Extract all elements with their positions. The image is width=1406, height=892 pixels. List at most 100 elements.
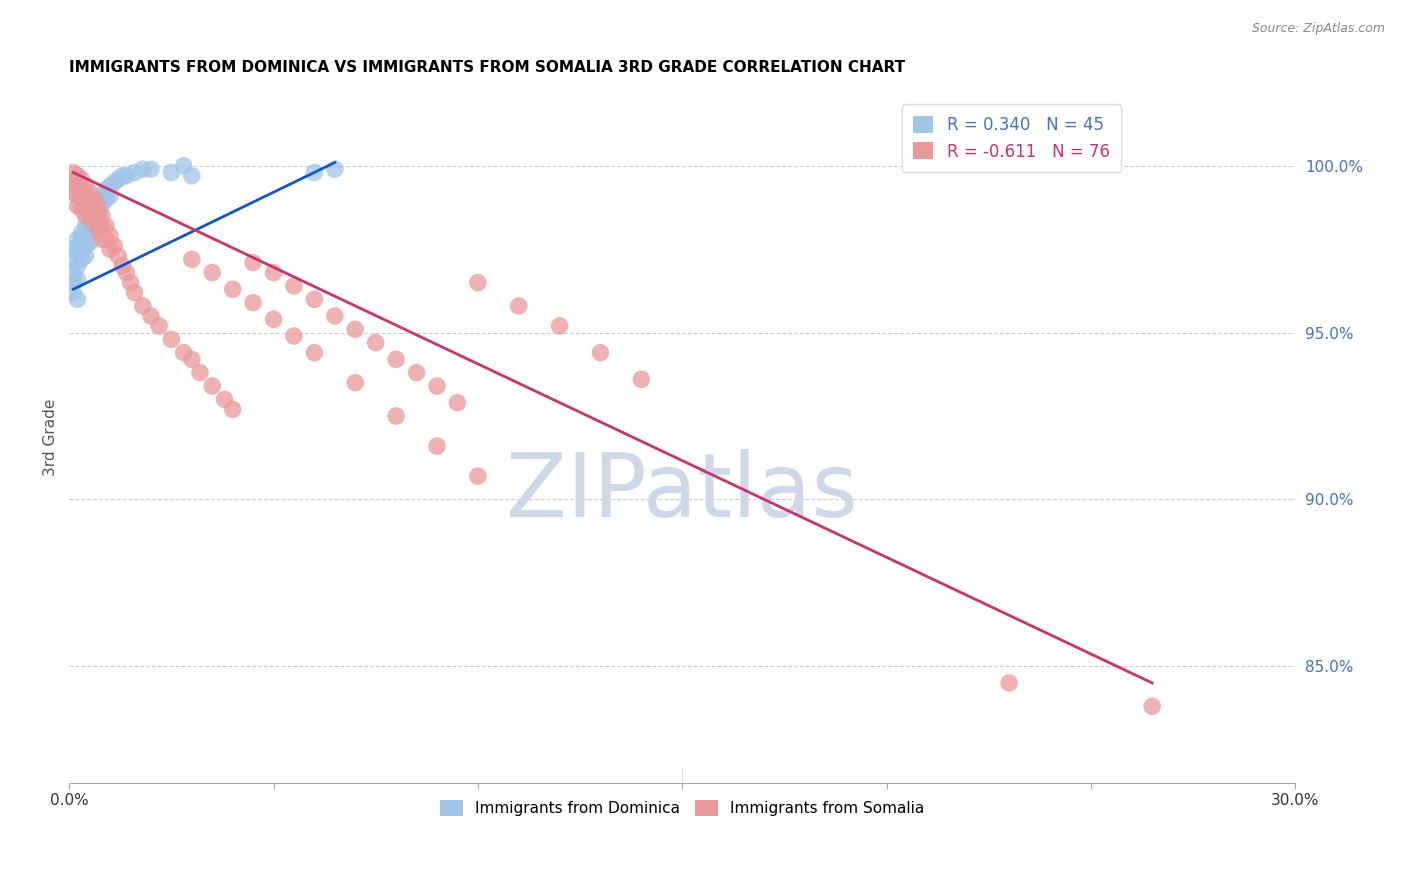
Point <box>426 379 449 393</box>
Point <box>75 178 97 193</box>
Point <box>90 219 112 233</box>
Point <box>115 266 138 280</box>
Point <box>263 266 285 280</box>
Point <box>446 395 468 409</box>
Point <box>83 212 105 227</box>
Point <box>98 189 121 203</box>
Point <box>79 235 101 250</box>
Point <box>111 169 134 183</box>
Point <box>75 219 97 233</box>
Point <box>75 199 97 213</box>
Point <box>323 162 346 177</box>
Legend: Immigrants from Dominica, Immigrants from Somalia: Immigrants from Dominica, Immigrants fro… <box>432 792 932 823</box>
Point <box>62 165 84 179</box>
Point <box>83 192 105 206</box>
Point <box>548 318 571 333</box>
Point <box>62 266 84 280</box>
Point <box>173 159 195 173</box>
Point <box>221 282 243 296</box>
Point <box>90 209 112 223</box>
Point <box>385 352 408 367</box>
Point <box>124 285 146 300</box>
Point <box>98 242 121 256</box>
Point <box>83 202 105 217</box>
Point <box>62 252 84 267</box>
Point <box>283 329 305 343</box>
Point <box>124 165 146 179</box>
Point <box>66 199 89 213</box>
Point <box>83 215 105 229</box>
Point <box>79 209 101 223</box>
Point <box>107 249 129 263</box>
Point <box>87 222 110 236</box>
Point <box>70 232 93 246</box>
Point <box>1140 699 1163 714</box>
Point <box>201 379 224 393</box>
Point <box>79 186 101 200</box>
Point <box>79 209 101 223</box>
Point <box>188 366 211 380</box>
Point <box>75 209 97 223</box>
Point <box>263 312 285 326</box>
Point <box>589 345 612 359</box>
Point <box>70 172 93 186</box>
Point <box>467 276 489 290</box>
Point <box>180 352 202 367</box>
Text: IMMIGRANTS FROM DOMINICA VS IMMIGRANTS FROM SOMALIA 3RD GRADE CORRELATION CHART: IMMIGRANTS FROM DOMINICA VS IMMIGRANTS F… <box>69 60 905 75</box>
Point <box>87 199 110 213</box>
Point <box>83 222 105 236</box>
Point <box>364 335 387 350</box>
Point <box>66 293 89 307</box>
Point <box>405 366 427 380</box>
Point <box>94 219 117 233</box>
Point <box>62 242 84 256</box>
Point <box>115 169 138 183</box>
Point <box>201 266 224 280</box>
Point <box>304 293 326 307</box>
Point <box>107 172 129 186</box>
Text: ZIPatlas: ZIPatlas <box>506 450 858 536</box>
Point <box>160 332 183 346</box>
Point <box>83 202 105 217</box>
Y-axis label: 3rd Grade: 3rd Grade <box>44 399 58 476</box>
Point <box>508 299 530 313</box>
Point <box>120 276 142 290</box>
Point <box>98 228 121 243</box>
Point <box>132 299 155 313</box>
Point <box>344 376 367 390</box>
Point <box>242 295 264 310</box>
Point <box>70 192 93 206</box>
Point <box>70 202 93 217</box>
Point <box>62 285 84 300</box>
Point <box>385 409 408 423</box>
Point <box>75 249 97 263</box>
Point <box>283 279 305 293</box>
Point <box>79 226 101 240</box>
Point <box>214 392 236 407</box>
Point <box>998 676 1021 690</box>
Point <box>79 215 101 229</box>
Point <box>173 345 195 359</box>
Point <box>87 195 110 210</box>
Point <box>90 199 112 213</box>
Point <box>62 176 84 190</box>
Point <box>160 165 183 179</box>
Point <box>90 189 112 203</box>
Point <box>103 176 125 190</box>
Point <box>66 232 89 246</box>
Point <box>66 259 89 273</box>
Point <box>94 192 117 206</box>
Point <box>87 205 110 219</box>
Point <box>90 232 112 246</box>
Point <box>103 239 125 253</box>
Point <box>75 228 97 243</box>
Point <box>66 178 89 193</box>
Point <box>79 195 101 210</box>
Text: Source: ZipAtlas.com: Source: ZipAtlas.com <box>1251 22 1385 36</box>
Point <box>87 209 110 223</box>
Point <box>304 345 326 359</box>
Point <box>75 189 97 203</box>
Point <box>66 189 89 203</box>
Point <box>70 252 93 267</box>
Point <box>630 372 652 386</box>
